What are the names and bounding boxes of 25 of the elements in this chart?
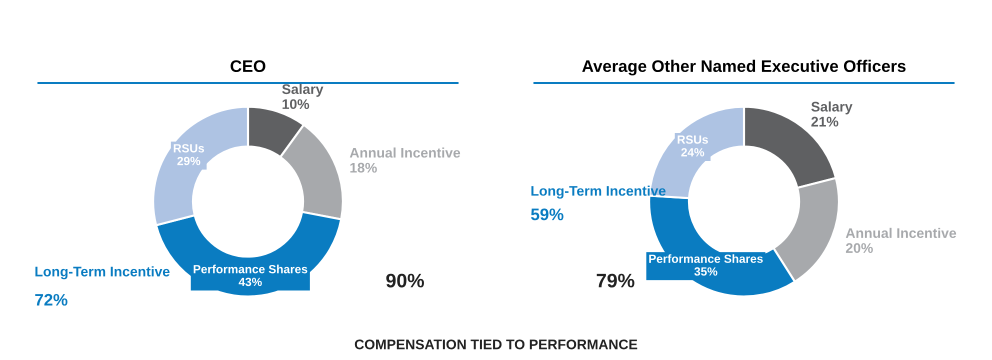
slice-label: Annual Incentive [846, 228, 956, 238]
data-label: 18% [350, 162, 377, 173]
data-label: 24% [681, 148, 704, 156]
data-label: 20% [846, 243, 873, 253]
slice-label: Performance Shares [649, 254, 763, 263]
data-label: 10% [282, 99, 310, 110]
text: 90% [386, 274, 424, 288]
text: 59% [531, 208, 564, 220]
slice-label: RSUs [174, 144, 204, 152]
chart-title: CEO [230, 60, 266, 72]
text: 79% [596, 274, 634, 288]
chart-title: Average Other Named Executive Officers [582, 60, 906, 76]
text: 72% [35, 294, 68, 306]
slice-label: Performance Shares [194, 264, 308, 274]
text: Long-Term Incentive [531, 186, 666, 199]
text: COMPENSATION TIED TO PERFORMANCE [354, 339, 638, 350]
data-label: 43% [238, 278, 262, 286]
data-label: 21% [811, 116, 838, 127]
data-label: 29% [177, 156, 200, 166]
slice-label: RSUs [678, 135, 708, 144]
slice-label: Salary [282, 84, 324, 97]
data-label: 35% [694, 267, 718, 276]
text: Long-Term Incentive [35, 266, 170, 280]
slice-label: Salary [811, 101, 853, 114]
slice-label: Annual Incentive [350, 147, 460, 158]
